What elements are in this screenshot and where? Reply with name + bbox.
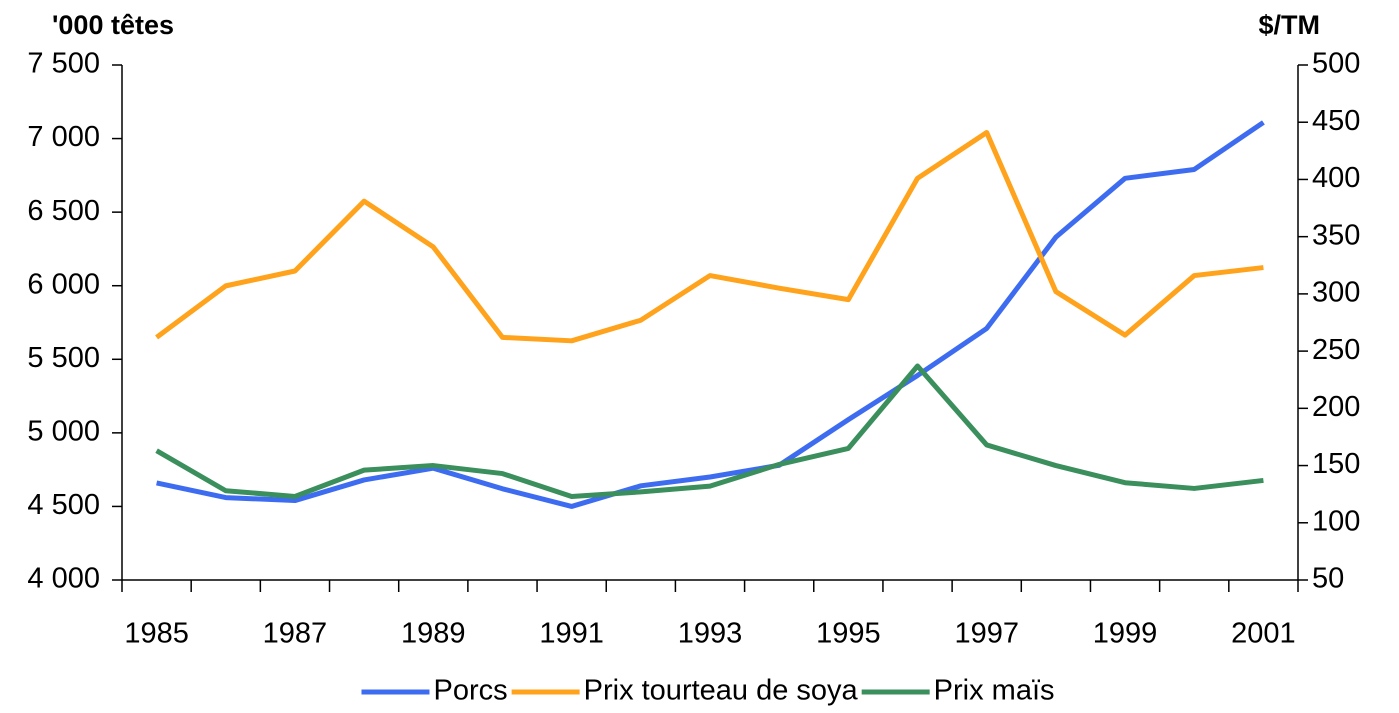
x-tick-label: 1993 — [678, 618, 743, 650]
legend-label: Porcs — [433, 675, 507, 707]
y-tick-label: 7 500 — [27, 48, 100, 80]
line-series — [156, 120, 1265, 509]
y2-tick-label: 300 — [1312, 277, 1360, 309]
y2-tick-label: 200 — [1312, 391, 1360, 423]
y2-tick-label: 250 — [1312, 334, 1360, 366]
legend-label: Prix tourteau de soya — [584, 675, 859, 707]
y-tick-label: 5 500 — [27, 342, 100, 374]
y2-tick-label: 50 — [1312, 563, 1344, 595]
x-tick-label: 1989 — [401, 618, 466, 650]
legend-label: Prix maïs — [934, 675, 1055, 707]
y2-tick-label: 500 — [1312, 48, 1360, 80]
y-tick-label: 7 000 — [27, 121, 100, 153]
x-tick-label: 1991 — [539, 618, 604, 650]
x-tick-label: 1995 — [816, 618, 881, 650]
y2-tick-label: 100 — [1312, 505, 1360, 537]
x-tick-label: 1987 — [263, 618, 328, 650]
line-series — [155, 363, 1264, 499]
y-tick-label: 5 000 — [27, 416, 100, 448]
y2-tick-label: 150 — [1312, 448, 1360, 480]
x-tick-label: 1997 — [954, 618, 1019, 650]
x-tick-label: 1985 — [124, 618, 189, 650]
y-tick-label: 6 000 — [27, 268, 100, 300]
y2-tick-label: 450 — [1312, 105, 1360, 137]
y2-tick-label: 350 — [1312, 219, 1360, 251]
y-tick-label: 6 500 — [27, 195, 100, 227]
y2-axis-title: $/TM — [1258, 10, 1320, 40]
line-series — [155, 130, 1264, 344]
y-tick-label: 4 500 — [27, 489, 100, 521]
y2-tick-label: 400 — [1312, 162, 1360, 194]
x-tick-label: 2001 — [1231, 618, 1296, 650]
y-axis-title: '000 têtes — [52, 10, 174, 40]
x-tick-label: 1999 — [1093, 618, 1158, 650]
y-tick-label: 4 000 — [27, 563, 100, 595]
